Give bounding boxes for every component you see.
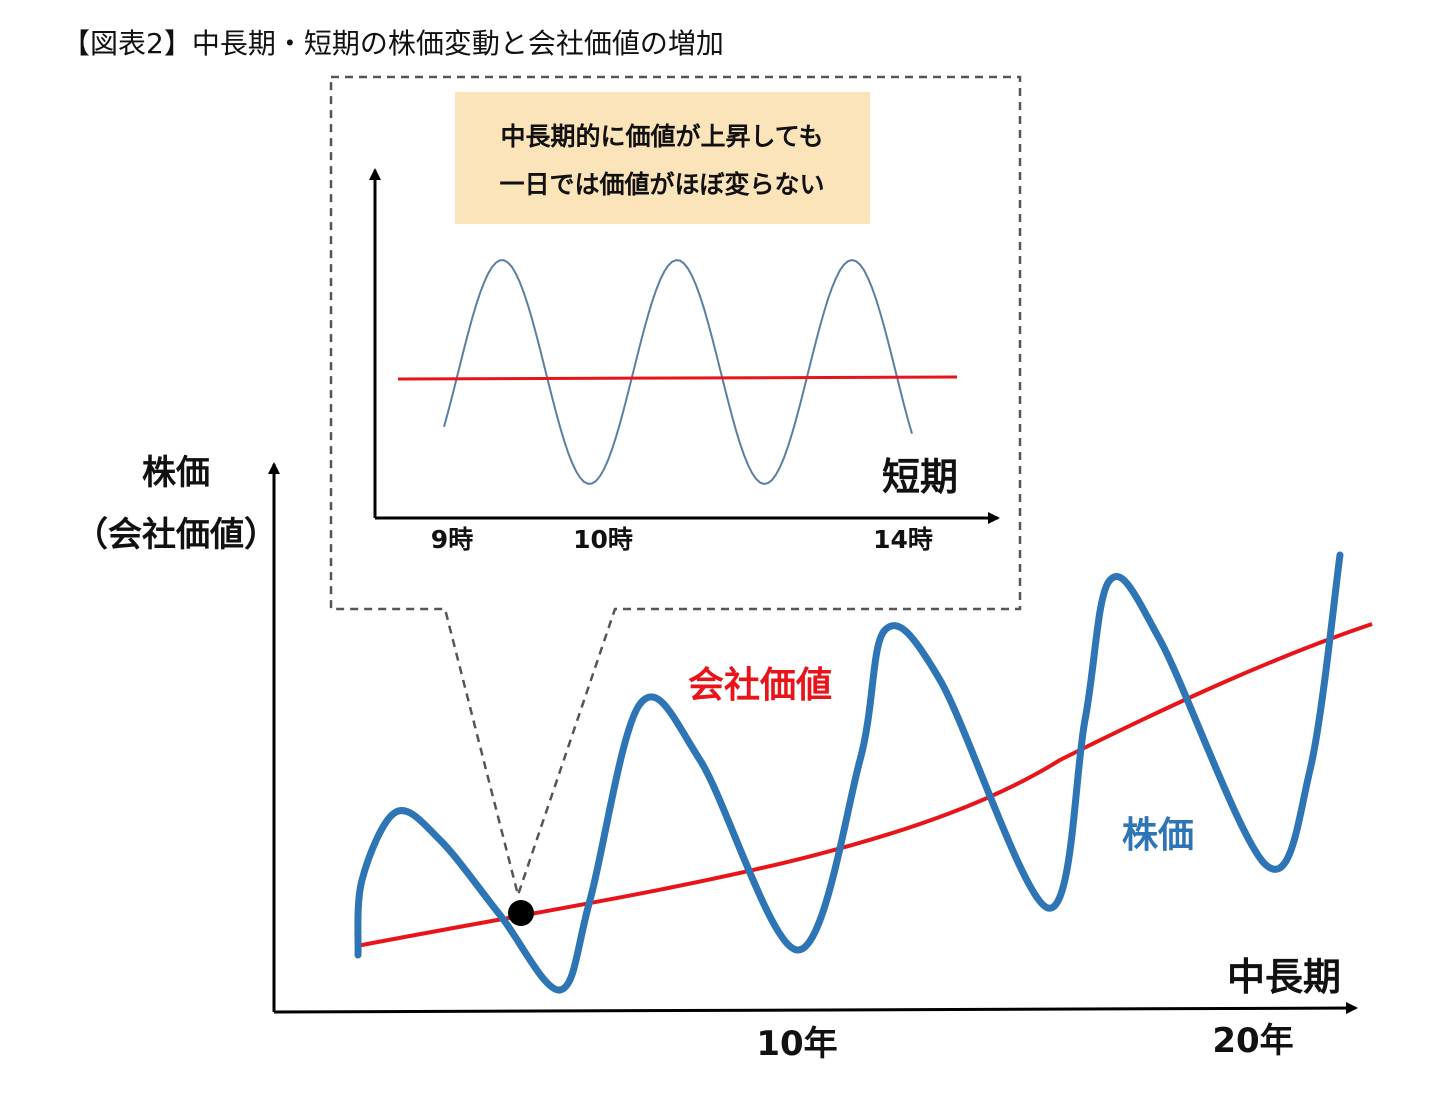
inset-tick-10: 10時 <box>573 525 633 554</box>
stock-price-curve <box>354 551 1344 994</box>
focus-point-dot <box>508 900 534 926</box>
callout-line-2: 一日では価値がほぼ変らない <box>499 170 824 199</box>
inset-axis-label: 短期 <box>882 455 958 499</box>
x-tick-20-years: 20年 <box>1212 1021 1293 1061</box>
inset-dashed-callout <box>329 75 1022 900</box>
figure-title: 【図表2】中長期・短期の株価変動と会社価値の増加 <box>62 27 724 60</box>
callout-line-1: 中長期的に価値が上昇しても <box>500 122 823 151</box>
company-value-curve <box>356 622 1373 948</box>
main-x-axis <box>273 1002 1358 1015</box>
callout-box <box>455 92 870 224</box>
inset-value-line <box>397 375 958 381</box>
x-axis-label: 中長期 <box>1227 955 1341 999</box>
inset-price-curve <box>443 258 913 486</box>
y-axis-label-line-1: 株価 <box>142 453 210 493</box>
x-tick-10-years: 10年 <box>756 1024 837 1064</box>
y-axis-label-line-2: （会社価値） <box>74 515 278 555</box>
stock-price-label: 株価 <box>1122 815 1194 856</box>
inset-tick-9: 9時 <box>431 525 473 554</box>
company-value-label: 会社価値 <box>688 665 832 706</box>
inset-tick-14: 14時 <box>873 525 933 554</box>
